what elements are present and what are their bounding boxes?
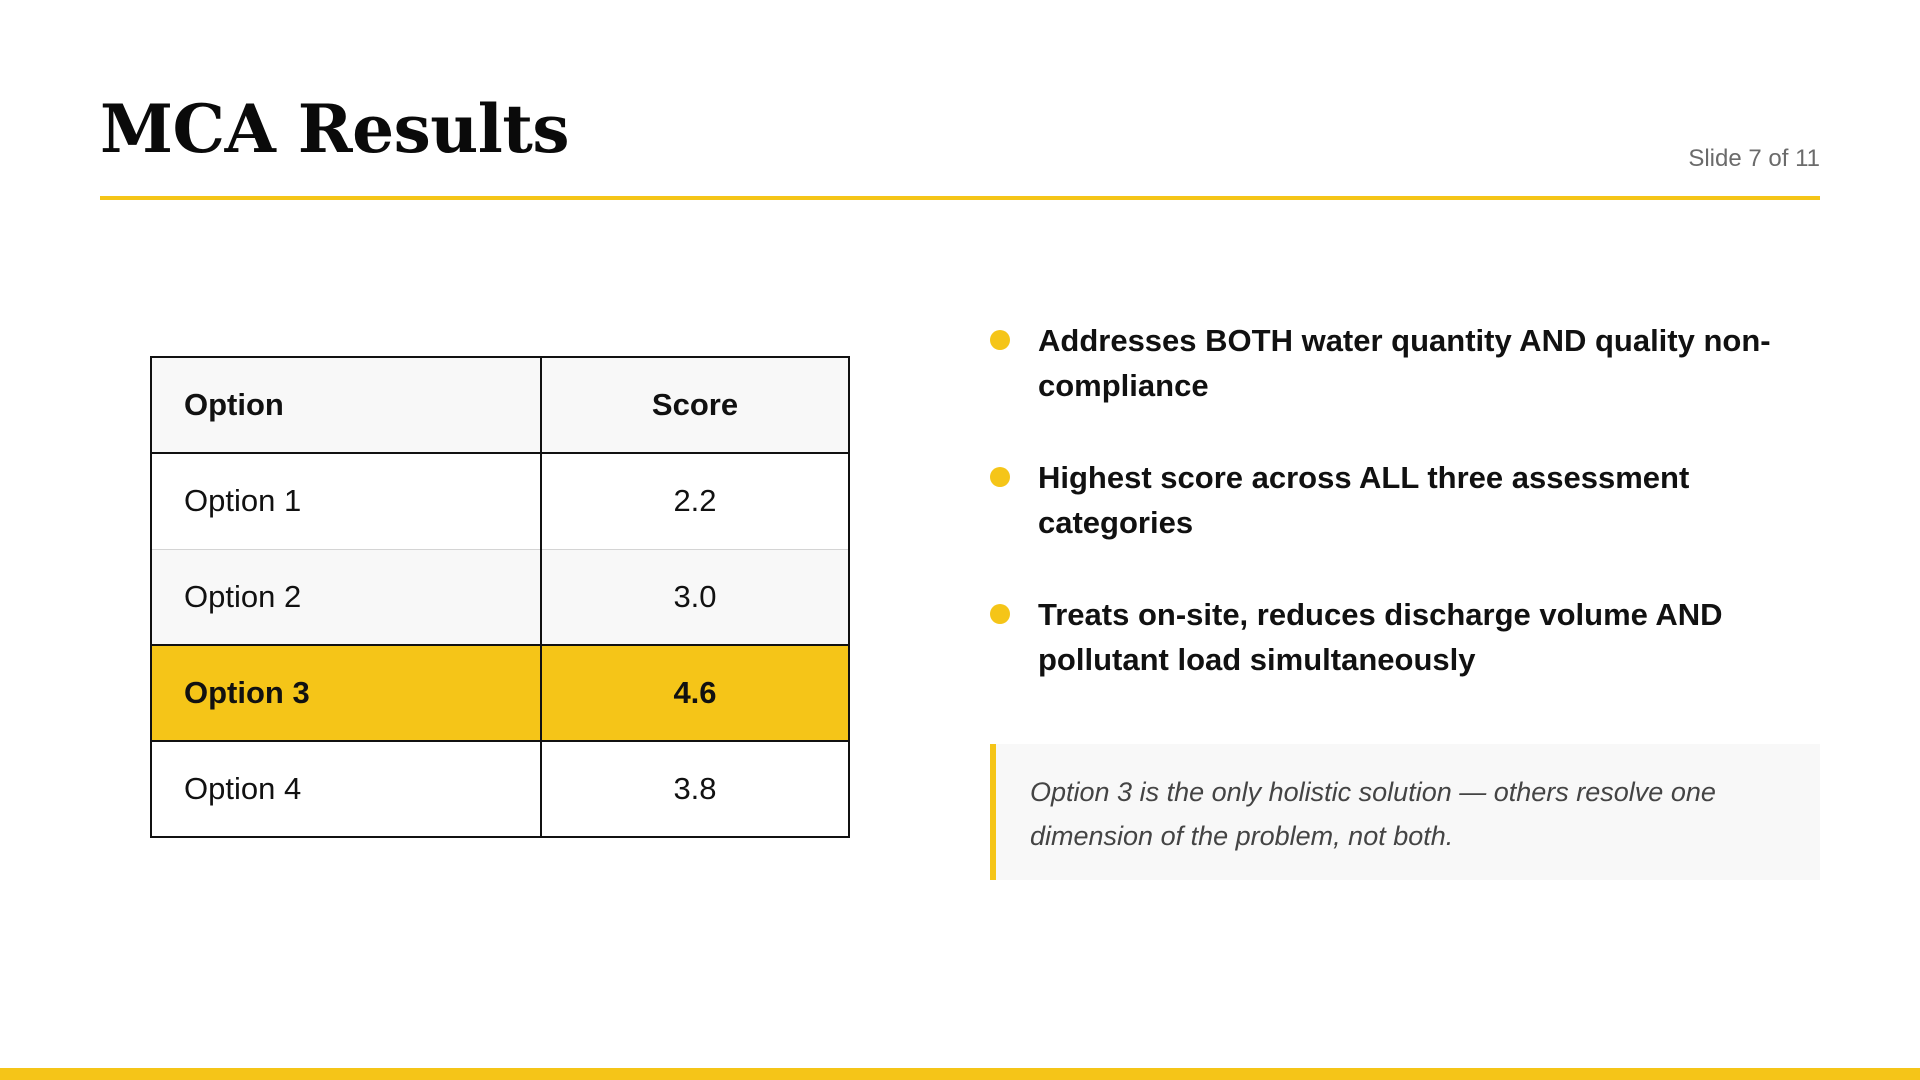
option-cell: Option 1 [150,452,542,550]
score-cell: 4.6 [540,644,850,742]
header-option: Option [150,356,542,454]
table-header-row: Option Score [150,356,850,454]
table-row-highlighted: Option 3 4.6 [150,644,850,742]
slide-number: Slide 7 of 11 [1688,145,1820,172]
bullet-item: Addresses BOTH water quantity AND qualit… [990,318,1820,408]
mca-score-table: Option Score Option 1 2.2 Option 2 3.0 O… [150,356,850,838]
option-cell: Option 2 [150,548,542,646]
conclusion-callout: Option 3 is the only holistic solution —… [990,744,1820,880]
table-row: Option 2 3.0 [150,548,850,646]
option-cell: Option 4 [150,740,542,838]
option-cell: Option 3 [150,644,542,742]
key-points-list: Addresses BOTH water quantity AND qualit… [990,318,1820,729]
title-divider [100,196,1820,200]
bullet-text: Addresses BOTH water quantity AND qualit… [1038,323,1771,403]
score-cell: 3.0 [540,548,850,646]
bullet-text: Highest score across ALL three assessmen… [1038,460,1690,540]
bullet-item: Highest score across ALL three assessmen… [990,455,1820,545]
bullet-dot-icon [990,604,1010,624]
bullet-dot-icon [990,330,1010,350]
score-cell: 3.8 [540,740,850,838]
slide-title: MCA Results [100,90,569,168]
bullet-item: Treats on-site, reduces discharge volume… [990,592,1820,682]
bullet-dot-icon [990,467,1010,487]
score-cell: 2.2 [540,452,850,550]
table-row: Option 1 2.2 [150,452,850,550]
bottom-accent-bar [0,1068,1920,1080]
header-score: Score [540,356,850,454]
table-row: Option 4 3.8 [150,740,850,838]
bullet-text: Treats on-site, reduces discharge volume… [1038,597,1723,677]
